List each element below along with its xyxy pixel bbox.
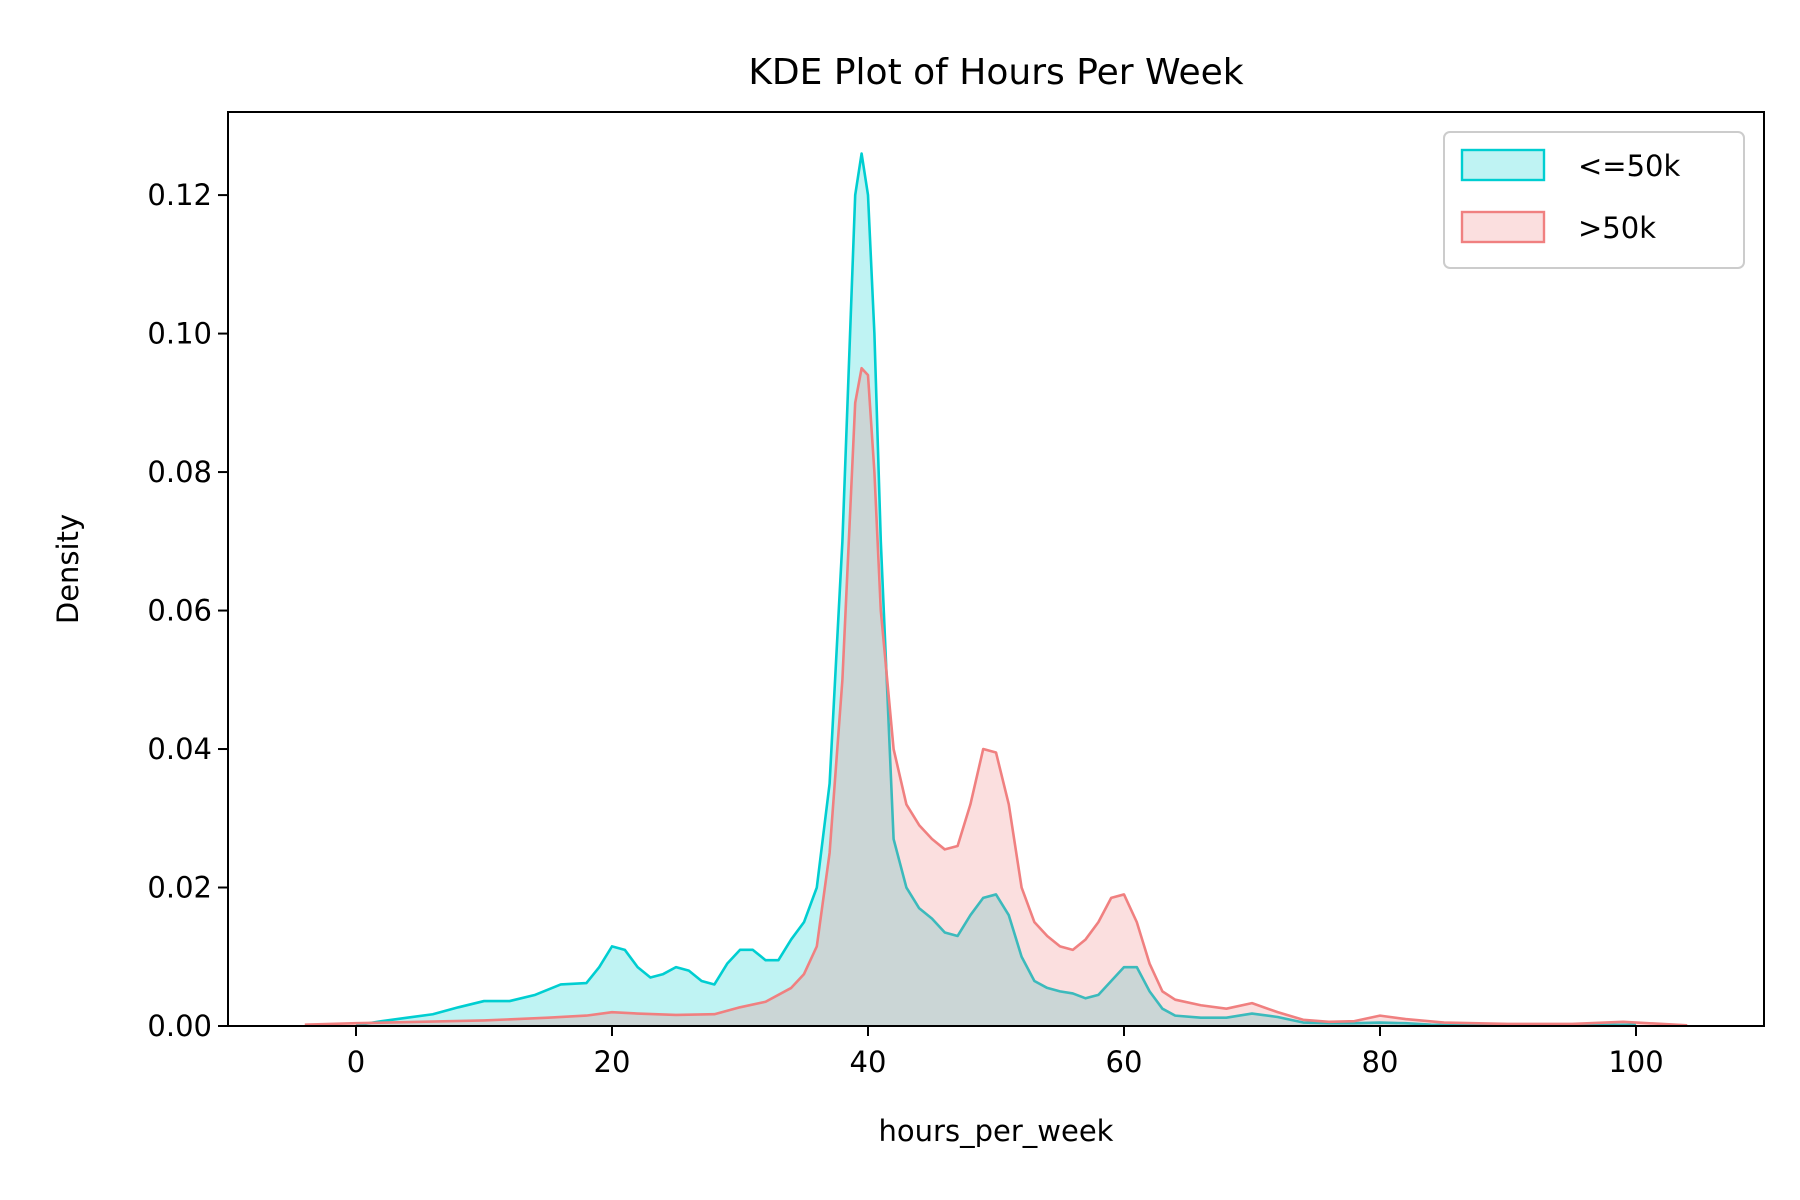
legend-swatch: [1460, 210, 1546, 244]
y-tick-label: 0.12: [147, 178, 212, 212]
x-tick-label: 0: [347, 1045, 365, 1079]
legend-label: <=50k: [1578, 149, 1680, 183]
series-area-2: [304, 368, 1688, 1026]
legend-label: >50k: [1578, 211, 1656, 245]
series-line-2: [304, 366, 1688, 1027]
legend-item-2: >50k: [1460, 210, 1656, 245]
series-2: [304, 366, 1688, 1027]
x-axis: 0 20 40 60 80 100: [347, 1026, 1664, 1079]
y-tick-label: 0.08: [147, 455, 212, 489]
legend: <=50k >50k: [1443, 131, 1745, 269]
series-1: [355, 152, 1637, 1027]
legend-swatch: [1460, 148, 1546, 182]
series-layer: [304, 152, 1688, 1027]
x-axis-label: hours_per_week: [879, 1114, 1114, 1148]
x-tick-label: 40: [850, 1045, 887, 1079]
y-axis: 0.00 0.02 0.04 0.06 0.08 0.10 0.12: [147, 178, 228, 1043]
legend-item-1: <=50k: [1460, 148, 1680, 183]
legend-box: [1443, 131, 1745, 269]
x-tick-label: 100: [1608, 1045, 1663, 1079]
x-tick-label: 60: [1106, 1045, 1143, 1079]
y-axis-label: Density: [51, 514, 85, 624]
series-line-1: [355, 152, 1637, 1027]
x-tick-label: 80: [1362, 1045, 1399, 1079]
plot-frame: [227, 111, 1765, 1027]
y-tick-label: 0.06: [147, 594, 212, 628]
chart-title: KDE Plot of Hours Per Week: [748, 52, 1243, 93]
y-tick-label: 0.00: [147, 1009, 212, 1043]
x-tick-label: 20: [594, 1045, 631, 1079]
y-tick-label: 0.10: [147, 317, 212, 351]
y-tick-label: 0.02: [147, 871, 212, 905]
y-tick-label: 0.04: [147, 732, 212, 766]
